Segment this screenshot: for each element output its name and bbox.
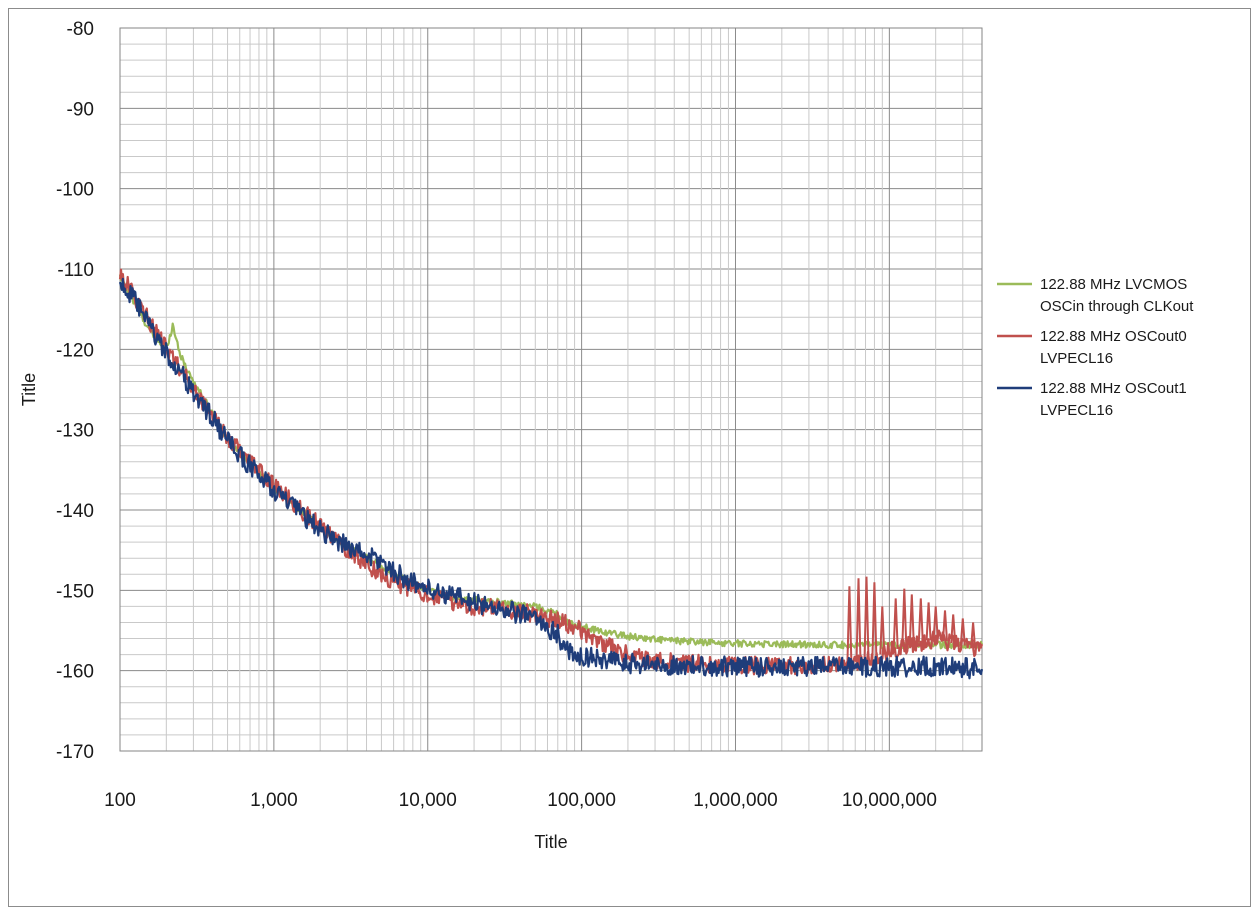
legend-label: 122.88 MHz LVCMOS [1040, 276, 1187, 293]
x-axis-title: Title [534, 832, 567, 852]
series-spur [892, 598, 899, 649]
series-spur [863, 576, 870, 661]
series-spur [932, 606, 939, 639]
y-tick-label: -120 [56, 340, 94, 361]
series-spur [970, 622, 977, 649]
y-tick-label: -150 [56, 581, 94, 602]
y-tick-label: -90 [67, 99, 94, 120]
grid [119, 27, 983, 752]
y-tick-label: -160 [56, 662, 94, 683]
legend-item: 122.88 MHz OSCout0 LVPECL16 [997, 328, 1187, 367]
x-tick-label: 100,000 [547, 790, 616, 811]
legend-item: 122.88 MHz OSCout1 LVPECL16 [997, 380, 1187, 419]
legend-item: 122.88 MHz LVCMOS OSCin through CLKout [997, 276, 1194, 315]
series-spur [942, 610, 948, 642]
y-tick-label: -130 [56, 421, 94, 442]
y-tick-label: -170 [56, 742, 94, 763]
series-spur [871, 582, 878, 659]
legend-label: LVPECL16 [1040, 402, 1113, 419]
series-spur [959, 618, 966, 646]
series-spur [925, 602, 932, 641]
series-spur [908, 594, 915, 645]
y-axis-ticks: -80 -90 -100 -110 -120 -130 -140 -150 -160 -170 [56, 19, 94, 763]
plot-area-border [119, 27, 983, 752]
series-spur [950, 614, 957, 644]
x-tick-label: 10,000 [399, 790, 457, 811]
chart-frame: -80 -90 -100 -110 -120 -130 -140 -150 -160 -170 1… [8, 8, 1251, 907]
legend-label: OSCin through CLKout [1040, 298, 1194, 315]
series-spur [879, 606, 886, 655]
legend-label: 122.88 MHz OSCout0 [1040, 328, 1187, 345]
series-spur [855, 578, 862, 662]
x-tick-label: 1,000,000 [693, 790, 778, 811]
legend-label: LVPECL16 [1040, 350, 1113, 367]
y-axis-title: Title [19, 373, 39, 406]
x-tick-label: 10,000,000 [842, 790, 937, 811]
series-lines [118, 268, 984, 680]
series-spur [917, 598, 924, 643]
series-spur [846, 586, 853, 664]
x-tick-label: 100 [104, 790, 136, 811]
y-tick-label: -140 [56, 501, 94, 522]
y-tick-label: -110 [57, 260, 94, 281]
phase-noise-chart: -80 -90 -100 -110 -120 -130 -140 -150 -160 -170 1… [19, 19, 1194, 852]
legend-label: 122.88 MHz OSCout1 [1040, 380, 1187, 397]
y-tick-label: -80 [67, 19, 94, 40]
x-tick-label: 1,000 [250, 790, 298, 811]
series-line [118, 277, 984, 680]
series-spur [901, 588, 908, 647]
x-axis-ticks: 100 1,000 10,000 100,000 1,000,000 10,000,000 [104, 790, 937, 811]
y-tick-label: -100 [56, 180, 94, 201]
